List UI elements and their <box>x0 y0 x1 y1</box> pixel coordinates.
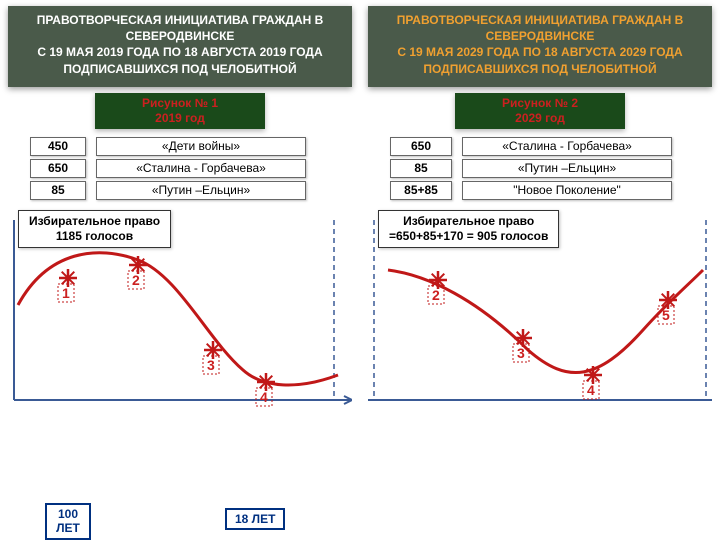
left-fig-label: Рисунок № 1 2019 год <box>95 93 265 129</box>
row-value: 85 <box>30 181 86 200</box>
fig-line1: Рисунок № 1 <box>95 96 265 111</box>
row-value: 650 <box>30 159 86 178</box>
row: 450 «Дети войны» <box>30 137 360 156</box>
right-chart-title: Избирательное право=650+85+170 = 905 гол… <box>378 210 559 248</box>
left-panel: ПРАВОТВОРЧЕСКАЯ ИНИЦИАТИВА ГРАЖДАН В СЕВ… <box>0 0 360 415</box>
box-100: 100ЛЕТ <box>45 503 91 540</box>
fig-line1: Рисунок № 2 <box>455 96 625 111</box>
point-label: 2 <box>432 287 440 303</box>
row: 85+85 "Новое Поколение" <box>390 181 720 200</box>
fig-line2: 2029 год <box>455 111 625 126</box>
row-label: «Путин –Ельцин» <box>462 159 672 178</box>
row-label: «Путин –Ельцин» <box>96 181 306 200</box>
point-label: 5 <box>662 307 670 323</box>
left-rows: 450 «Дети войны» 650 «Сталина - Горбачев… <box>0 137 360 200</box>
box-18: 18 ЛЕТ <box>225 508 285 530</box>
left-chart: Избирательное право1185 голосов <box>8 210 352 415</box>
left-chart-title: Избирательное право1185 голосов <box>18 210 171 248</box>
right-header: ПРАВОТВОРЧЕСКАЯ ИНИЦИАТИВА ГРАЖДАН В СЕВ… <box>368 6 712 87</box>
row: 650 «Сталина - Горбачева» <box>30 159 360 178</box>
right-panel: ПРАВОТВОРЧЕСКАЯ ИНИЦИАТИВА ГРАЖДАН В СЕВ… <box>360 0 720 415</box>
row-value: 450 <box>30 137 86 156</box>
point-label: 1 <box>62 285 70 301</box>
row: 85 «Путин –Ельцин» <box>30 181 360 200</box>
row-label: «Сталина - Горбачева» <box>96 159 306 178</box>
point-label: 4 <box>260 389 268 405</box>
point-label: 3 <box>517 345 525 361</box>
point-label: 3 <box>207 357 215 373</box>
fig-line2: 2019 год <box>95 111 265 126</box>
row-label: "Новое Поколение" <box>462 181 672 200</box>
point-label: 2 <box>132 272 140 288</box>
row-value: 650 <box>390 137 452 156</box>
point-label: 4 <box>587 382 595 398</box>
right-rows: 650 «Сталина - Горбачева» 85 «Путин –Ель… <box>360 137 720 200</box>
row-label: «Сталина - Горбачева» <box>462 137 672 156</box>
row: 650 «Сталина - Горбачева» <box>390 137 720 156</box>
row: 85 «Путин –Ельцин» <box>390 159 720 178</box>
left-header: ПРАВОТВОРЧЕСКАЯ ИНИЦИАТИВА ГРАЖДАН В СЕВ… <box>8 6 352 87</box>
right-chart: Избирательное право=650+85+170 = 905 гол… <box>368 210 712 415</box>
row-value: 85 <box>390 159 452 178</box>
right-fig-label: Рисунок № 2 2029 год <box>455 93 625 129</box>
row-value: 85+85 <box>390 181 452 200</box>
row-label: «Дети войны» <box>96 137 306 156</box>
